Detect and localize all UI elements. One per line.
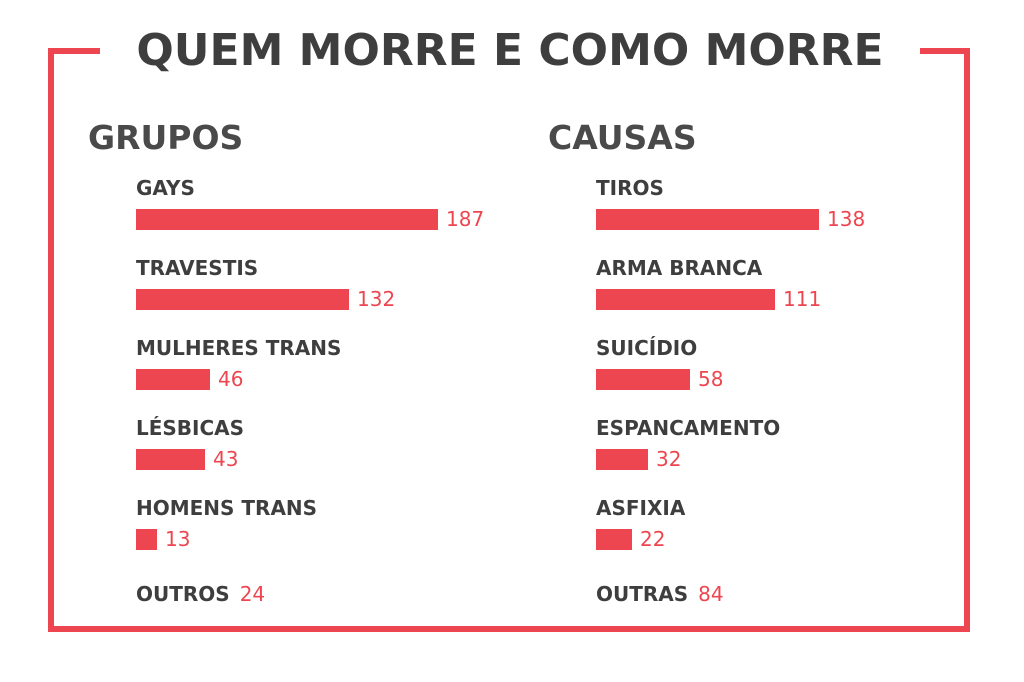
category-label: ASFIXIA xyxy=(596,496,686,520)
other-value: 84 xyxy=(698,582,724,606)
other-label: OUTRAS xyxy=(596,582,689,606)
bar xyxy=(136,209,438,230)
category-label: GAYS xyxy=(136,176,195,200)
bar-value-label: 32 xyxy=(656,447,682,471)
chart-title: QUEM MORRE E COMO MORRE xyxy=(100,20,920,82)
bar-value-label: 22 xyxy=(640,527,666,551)
bar xyxy=(136,289,349,310)
category-label: LÉSBICAS xyxy=(136,416,245,440)
other-row: OUTRAS 84 xyxy=(596,582,724,606)
bar-value-label: 132 xyxy=(357,287,396,311)
other-row: OUTROS 24 xyxy=(136,582,265,606)
bar xyxy=(596,289,775,310)
category-label: TIROS xyxy=(596,176,664,200)
other-value: 24 xyxy=(239,582,266,606)
bar-value-label: 43 xyxy=(213,447,239,471)
category-label: ARMA BRANCA xyxy=(596,256,763,280)
bar xyxy=(596,529,632,550)
other-label: OUTROS xyxy=(136,582,230,606)
category-label: HOMENS TRANS xyxy=(136,496,318,520)
chart-1-heading: GRUPOS xyxy=(88,118,244,157)
bar xyxy=(596,449,648,470)
category-label: ESPANCAMENTO xyxy=(596,416,781,440)
bar-value-label: 111 xyxy=(783,287,822,311)
bar xyxy=(136,449,205,470)
bar-value-label: 58 xyxy=(698,367,724,391)
bar-value-label: 138 xyxy=(827,207,866,231)
bar xyxy=(596,369,690,390)
category-label: SUICÍDIO xyxy=(596,336,698,360)
bar-value-label: 46 xyxy=(218,367,244,391)
chart-2-heading: CAUSAS xyxy=(548,118,697,157)
bar xyxy=(596,209,819,230)
category-label: TRAVESTIS xyxy=(136,256,259,280)
bar-value-label: 187 xyxy=(446,207,485,231)
bar xyxy=(136,369,210,390)
category-label: MULHERES TRANS xyxy=(136,336,342,360)
bar xyxy=(136,529,157,550)
bar-value-label: 13 xyxy=(165,527,191,551)
